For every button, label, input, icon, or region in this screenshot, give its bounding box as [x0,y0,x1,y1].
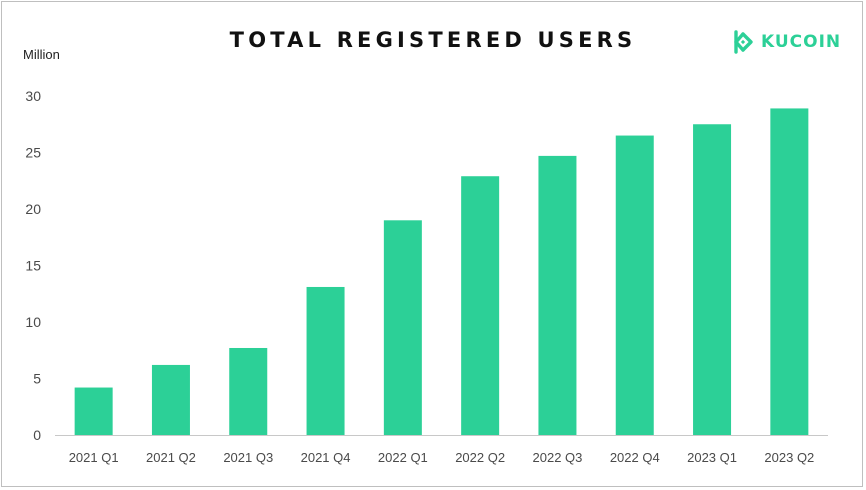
bar-2022-q1 [383,220,422,435]
y-tick-label: 0 [33,427,41,443]
bar-2022-q3 [538,155,577,435]
x-tick-label: 2023 Q1 [687,450,737,465]
bar-2021-q2 [151,364,190,435]
bar-2021-q1 [74,387,113,435]
kucoin-logo: KUCOIN [730,29,841,55]
bar-2022-q4 [615,135,654,436]
bar-2023-q1 [693,124,732,435]
y-tick-label: 5 [33,371,41,387]
bar-2021-q4 [306,286,345,435]
y-tick-label: 20 [25,201,41,217]
y-tick-label: 15 [25,258,41,274]
kucoin-logo-text: KUCOIN [761,32,842,52]
bar-2022-q2 [461,176,500,436]
x-tick-label: 2022 Q2 [455,450,505,465]
kucoin-logo-icon [734,30,753,54]
y-axis-unit-label: Million [23,47,60,62]
y-tick-label: 25 [25,145,41,161]
y-tick-label: 30 [25,88,41,104]
x-tick-label: 2021 Q4 [301,450,351,465]
x-tick-label: 2022 Q1 [378,450,428,465]
x-tick-label: 2022 Q4 [610,450,660,465]
x-tick-label: 2021 Q3 [223,450,273,465]
x-tick-label: 2021 Q2 [146,450,196,465]
bar-2021-q3 [229,347,268,435]
chart-title: TOTAL REGISTERED USERS [229,28,637,52]
y-tick-label: 10 [25,314,41,330]
x-tick-label: 2023 Q2 [764,450,814,465]
x-tick-label: 2021 Q1 [69,450,119,465]
x-tick-label: 2022 Q3 [533,450,583,465]
bar-2023-q2 [770,108,809,436]
